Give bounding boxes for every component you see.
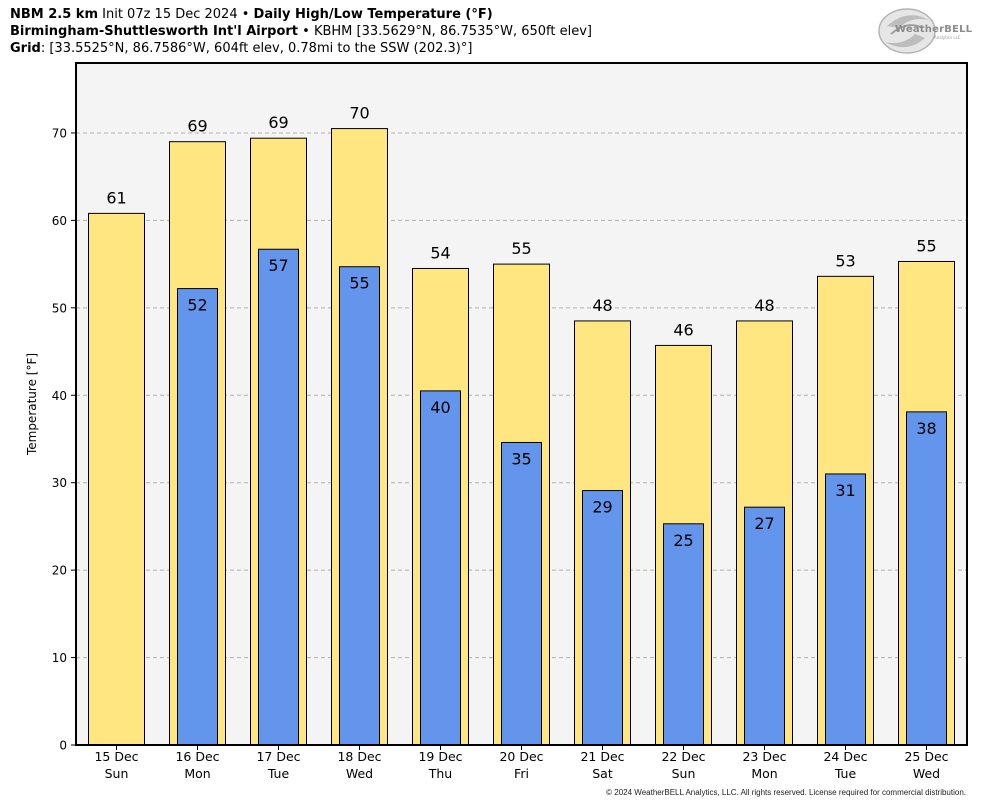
low-value-label: 40 <box>430 398 450 417</box>
high-value-label: 54 <box>430 243 450 262</box>
high-bar <box>88 212 145 746</box>
header-line-1: NBM 2.5 km Init 07z 15 Dec 2024 • Daily … <box>10 6 493 23</box>
x-tick-weekday: Fri <box>514 766 529 781</box>
low-bar <box>825 473 866 746</box>
y-tick-label: 0 <box>59 739 67 753</box>
low-value-label: 55 <box>349 274 369 293</box>
low-value-label: 29 <box>592 498 612 517</box>
high-value-label: 48 <box>754 296 774 315</box>
x-tick-date: 15 Dec <box>94 749 138 764</box>
init-time: Init 07z 15 Dec 2024 • <box>98 7 254 22</box>
low-value-label: 35 <box>511 449 531 468</box>
x-tick-date: 20 Dec <box>499 749 543 764</box>
grid-details: : [33.5525°N, 86.7586°W, 604ft elev, 0.7… <box>40 41 473 56</box>
y-tick-label: 60 <box>52 214 67 228</box>
low-bar <box>339 266 380 746</box>
y-tick-label: 20 <box>52 564 67 578</box>
high-value-label: 69 <box>187 117 207 136</box>
y-tick-label: 10 <box>52 651 67 665</box>
low-bar <box>420 390 461 746</box>
logo-subtext: Analytics LLC <box>934 35 961 40</box>
logo-text: WeatherBELL <box>895 24 973 35</box>
x-tick-date: 17 Dec <box>256 749 300 764</box>
high-value-label: 70 <box>349 104 369 123</box>
low-bar <box>906 411 947 746</box>
high-value-label: 55 <box>916 236 936 255</box>
x-tick-weekday: Thu <box>428 766 452 781</box>
product-title: Daily High/Low Temperature (°F) <box>253 7 493 22</box>
station-name: Birmingham-Shuttlesworth Int'l Airport <box>10 24 299 39</box>
x-tick-weekday: Mon <box>184 766 210 781</box>
high-value-label: 48 <box>592 296 612 315</box>
y-tick-label: 40 <box>52 389 67 403</box>
low-bar <box>582 490 623 746</box>
low-bar <box>663 523 704 746</box>
high-value-label: 69 <box>268 113 288 132</box>
weatherbell-logo <box>878 8 936 54</box>
low-value-label: 27 <box>754 514 774 533</box>
high-value-label: 46 <box>673 320 693 339</box>
low-bar <box>177 288 218 746</box>
copyright-footer: © 2024 WeatherBELL Analytics, LLC. All r… <box>606 788 966 797</box>
x-tick-weekday: Wed <box>913 766 940 781</box>
x-tick-date: 23 Dec <box>742 749 786 764</box>
high-value-label: 61 <box>106 188 126 207</box>
low-value-label: 25 <box>673 531 693 550</box>
x-tick-date: 25 Dec <box>904 749 948 764</box>
low-bar <box>744 506 785 746</box>
model-name: NBM 2.5 km <box>10 7 98 22</box>
x-tick-weekday: Tue <box>834 766 857 781</box>
low-bar <box>258 248 299 746</box>
low-value-label: 52 <box>187 296 207 315</box>
x-tick-weekday: Sun <box>672 766 696 781</box>
x-tick-date: 22 Dec <box>661 749 705 764</box>
low-bar <box>501 441 542 746</box>
y-tick-label: 30 <box>52 476 67 490</box>
grid-label: Grid <box>10 41 41 56</box>
y-tick-label: 50 <box>52 301 67 315</box>
x-tick-date: 21 Dec <box>580 749 624 764</box>
header-line-2: Birmingham-Shuttlesworth Int'l Airport •… <box>10 23 592 40</box>
header-line-3: Grid: [33.5525°N, 86.7586°W, 604ft elev,… <box>10 40 472 57</box>
high-value-label: 55 <box>511 239 531 258</box>
low-value-label: 57 <box>268 256 288 275</box>
y-tick-label: 70 <box>52 126 67 140</box>
y-axis-label: Temperature [°F] <box>25 353 39 456</box>
low-value-label: 38 <box>916 419 936 438</box>
high-value-label: 53 <box>835 251 855 270</box>
x-tick-weekday: Sat <box>592 766 613 781</box>
x-tick-date: 16 Dec <box>175 749 219 764</box>
x-tick-weekday: Tue <box>267 766 290 781</box>
x-tick-date: 24 Dec <box>823 749 867 764</box>
station-details: • KBHM [33.5629°N, 86.7535°W, 650ft elev… <box>298 24 592 39</box>
low-value-label: 31 <box>835 481 855 500</box>
x-tick-weekday: Mon <box>751 766 777 781</box>
x-tick-date: 19 Dec <box>418 749 462 764</box>
x-tick-date: 18 Dec <box>337 749 381 764</box>
x-tick-weekday: Sun <box>105 766 129 781</box>
x-tick-weekday: Wed <box>346 766 373 781</box>
